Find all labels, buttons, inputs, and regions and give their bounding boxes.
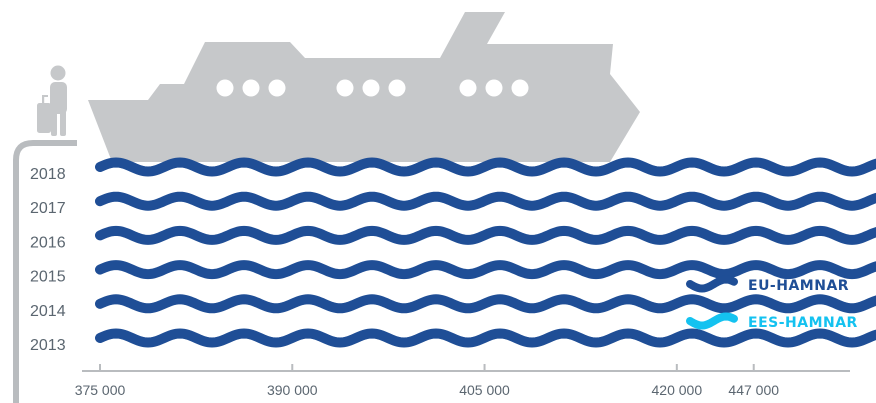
x-tick-label: 390 000 [267, 382, 318, 398]
legend-eu-swatch [686, 275, 738, 293]
year-label-2013: 2013 [30, 337, 66, 354]
portholes [216, 79, 529, 97]
bar-eu-2013 [95, 328, 876, 348]
bar-eu-2014 [95, 294, 876, 314]
bar-eu-2015 [95, 260, 876, 280]
year-label-2017: 2017 [30, 200, 66, 217]
x-tick-label: 447 000 [728, 382, 779, 398]
x-tick-label: 420 000 [652, 382, 703, 398]
year-labels: 2018 2017 2016 2015 2014 2013 [30, 166, 66, 354]
bar-eu-2018 [95, 157, 876, 177]
bar-eu-2017 [95, 191, 876, 211]
year-label-2016: 2016 [30, 234, 66, 251]
x-tick-label: 405 000 [459, 382, 510, 398]
year-label-2014: 2014 [30, 303, 66, 320]
x-tick-label: 375 000 [75, 382, 126, 398]
year-label-2015: 2015 [30, 269, 66, 286]
legend-eu-label: EU-HAMNAR [748, 278, 849, 294]
pier-axis-line [13, 140, 77, 403]
legend: EU-HAMNAR EES-HAMNAR [686, 275, 858, 331]
year-label-2018: 2018 [30, 166, 66, 183]
ship-icon [88, 12, 640, 162]
x-axis-ticks: 375 000 390 000 405 000 420 000 447 000 [75, 364, 779, 398]
legend-ees-label: EES-HAMNAR [748, 315, 858, 331]
bar-eu-2016 [95, 225, 876, 245]
legend-ees-swatch [686, 312, 738, 330]
passenger-icon [37, 65, 67, 136]
